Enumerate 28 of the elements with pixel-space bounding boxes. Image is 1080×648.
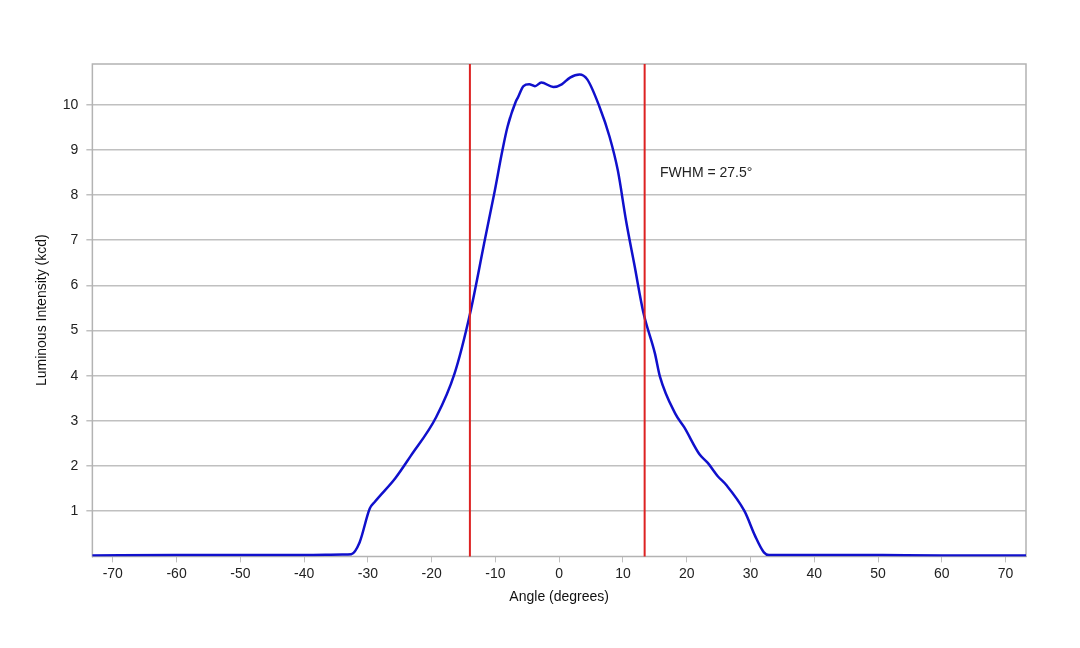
x-tick-label: 70: [997, 564, 1014, 581]
y-tick-label: 10: [62, 95, 79, 112]
y-tick-label: 9: [70, 140, 79, 157]
x-axis-title: Angle (degrees): [509, 588, 609, 605]
x-tick-label: -30: [357, 564, 379, 581]
x-tick-label: 0: [555, 564, 564, 581]
x-tick-label: -50: [230, 564, 251, 581]
y-tick-label: 2: [70, 456, 79, 473]
x-tick-label: -60: [166, 564, 187, 581]
x-tick-label: -10: [485, 564, 506, 581]
y-tick-label: 4: [70, 366, 79, 383]
x-tick-label: 50: [870, 564, 887, 581]
x-tick-label: 30: [742, 564, 759, 581]
y-tick-label: 7: [70, 231, 79, 248]
x-tick-label: 10: [615, 564, 631, 581]
annotation: FWHM = 27.5°: [660, 164, 753, 181]
y-tick-label: 6: [70, 276, 79, 293]
x-tick-label: 20: [678, 564, 695, 581]
y-tick-label: 5: [70, 321, 79, 338]
y-axis-title: Luminous Intensity (kcd): [33, 234, 50, 387]
y-tick-label: 1: [70, 502, 79, 519]
x-tick-label: 60: [934, 564, 950, 581]
x-tick-label: 40: [806, 564, 823, 581]
x-tick-label: -20: [421, 564, 442, 581]
y-tick-label: 8: [70, 185, 79, 202]
x-tick-label: -70: [102, 564, 124, 581]
y-tick-label: 3: [70, 411, 79, 428]
x-tick-label: -40: [293, 564, 315, 581]
